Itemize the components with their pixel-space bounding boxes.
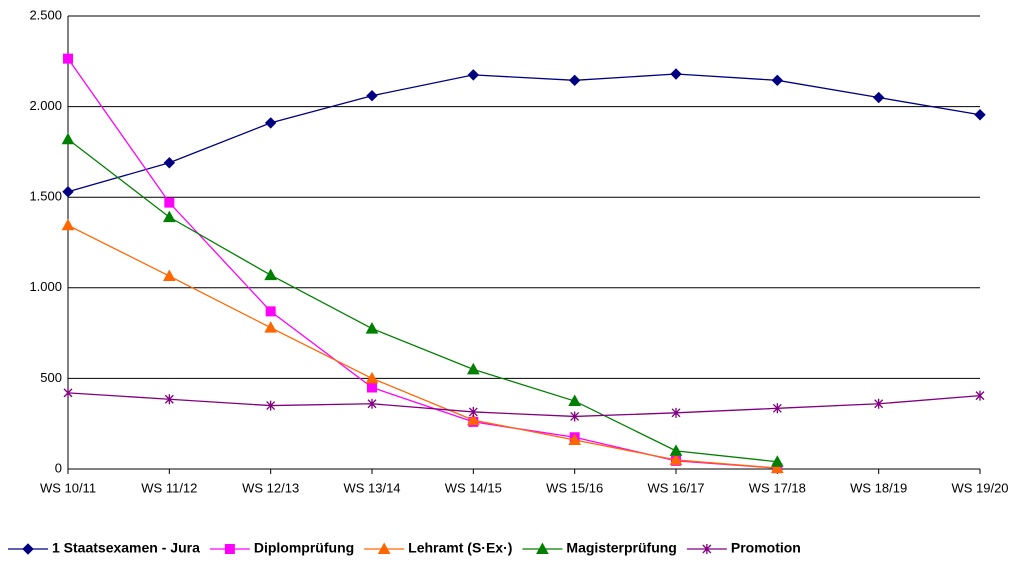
x-tick-label: WS 17/18 — [749, 480, 806, 495]
marker — [670, 68, 682, 80]
y-tick-label: 0 — [55, 460, 62, 475]
marker — [162, 269, 176, 282]
marker — [974, 109, 986, 121]
marker — [536, 542, 549, 554]
marker — [568, 74, 581, 87]
legend-label: Magisterprüfung — [566, 540, 676, 556]
x-tick-label: WS 19/20 — [951, 480, 1008, 495]
x-tick-label: WS 12/13 — [242, 480, 299, 495]
marker — [367, 382, 377, 393]
marker — [671, 407, 681, 418]
legend-label: Promotion — [731, 540, 801, 556]
marker — [669, 444, 683, 456]
x-tick-label: WS 14/15 — [445, 480, 502, 495]
x-tick-label: WS 10/11 — [40, 480, 96, 495]
marker — [770, 461, 784, 474]
series-line — [67, 58, 778, 469]
marker — [568, 394, 582, 407]
marker — [163, 157, 176, 169]
x-tick-label: WS 16/17 — [647, 480, 704, 495]
marker — [702, 544, 712, 554]
x-tick-label: WS 18/19 — [850, 480, 907, 495]
marker — [366, 90, 378, 102]
marker — [264, 117, 277, 129]
marker — [466, 362, 480, 375]
marker — [164, 197, 175, 208]
marker — [874, 398, 884, 409]
series-line — [67, 224, 778, 469]
marker — [468, 406, 478, 417]
marker — [266, 400, 276, 411]
x-tick-label: WS 11/12 — [141, 480, 197, 495]
marker — [467, 69, 480, 81]
marker — [365, 322, 379, 334]
marker — [164, 394, 174, 405]
marker — [770, 455, 784, 467]
marker — [61, 218, 75, 231]
marker — [568, 433, 582, 446]
marker — [772, 403, 782, 414]
y-tick-label: 2.000 — [29, 98, 62, 113]
marker — [62, 186, 74, 198]
marker — [264, 321, 278, 333]
marker — [975, 390, 985, 401]
x-tick-label: WS 13/14 — [343, 480, 400, 495]
y-tick-label: 2.500 — [29, 7, 62, 22]
y-tick-label: 1.000 — [29, 279, 62, 294]
series-line — [67, 392, 981, 418]
marker — [22, 543, 34, 555]
marker — [63, 387, 73, 398]
marker — [570, 411, 580, 422]
marker — [872, 91, 885, 104]
marker — [61, 132, 75, 145]
marker — [365, 371, 379, 384]
series-line — [67, 138, 778, 463]
series-line — [67, 73, 981, 193]
legend-label: Lehramt (S·Ex·) — [408, 540, 512, 556]
marker — [224, 544, 235, 554]
marker — [63, 53, 73, 64]
legend-label: 1 Staatsexamen - Jura — [52, 540, 200, 556]
y-tick-label: 500 — [40, 370, 62, 385]
marker — [466, 413, 480, 426]
marker — [367, 398, 377, 409]
y-tick-label: 1.500 — [29, 189, 62, 204]
marker — [669, 453, 683, 465]
marker — [377, 542, 391, 554]
legend-label: Diplomprüfung — [254, 540, 354, 556]
x-tick-label: WS 15/16 — [546, 480, 603, 495]
marker — [162, 210, 176, 223]
marker — [264, 268, 278, 281]
marker — [771, 74, 784, 87]
marker — [265, 306, 276, 317]
